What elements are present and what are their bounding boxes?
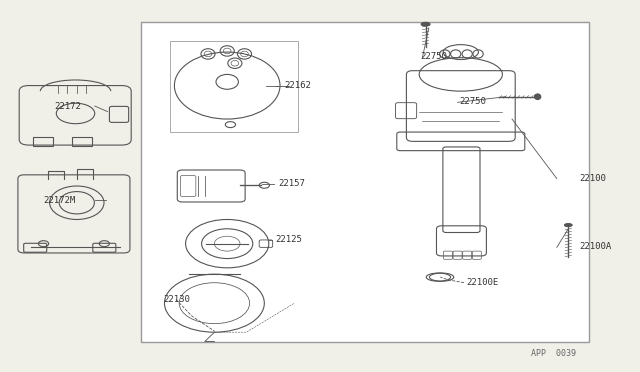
Text: 22157: 22157 (278, 179, 305, 188)
Text: 22100A: 22100A (579, 242, 611, 251)
Text: 22100E: 22100E (466, 278, 498, 287)
Text: 22172: 22172 (54, 102, 81, 110)
Text: 22172M: 22172M (44, 196, 76, 205)
Text: 22130: 22130 (163, 295, 190, 304)
Text: 22162: 22162 (285, 81, 312, 90)
Text: 22750: 22750 (460, 97, 486, 106)
FancyBboxPatch shape (141, 22, 589, 342)
Ellipse shape (564, 224, 572, 227)
Ellipse shape (534, 94, 541, 100)
Text: 22750: 22750 (420, 52, 447, 61)
Ellipse shape (421, 22, 430, 26)
Text: 22125: 22125 (275, 235, 302, 244)
Text: APP  0039: APP 0039 (531, 349, 576, 358)
Text: 22100: 22100 (579, 174, 606, 183)
